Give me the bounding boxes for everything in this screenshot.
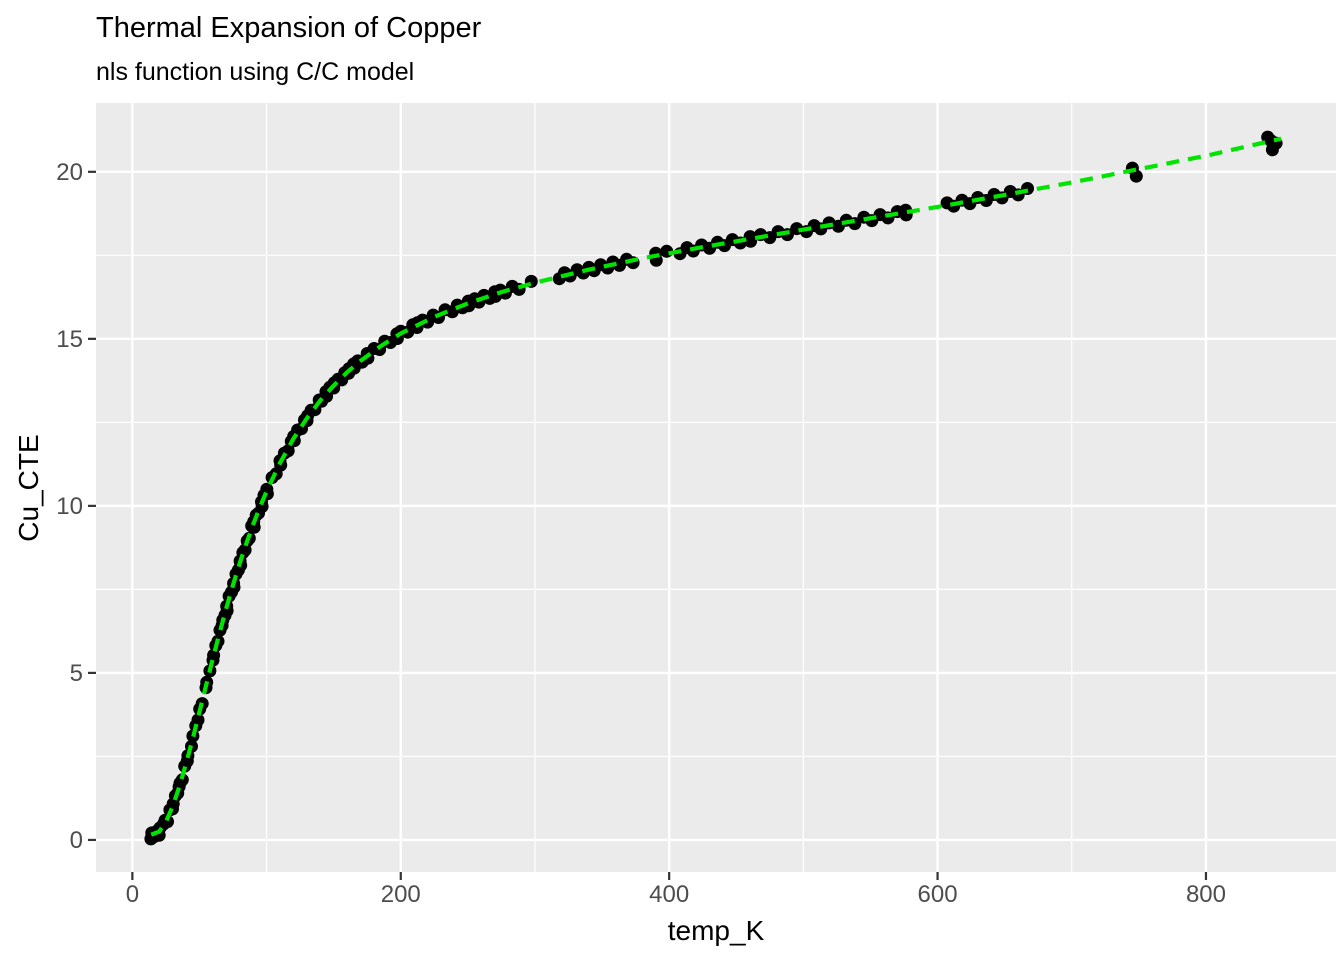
svg-text:0: 0 — [70, 827, 83, 854]
panel-background — [96, 103, 1336, 872]
svg-text:5: 5 — [70, 660, 83, 687]
svg-text:600: 600 — [918, 881, 958, 908]
svg-text:0: 0 — [126, 881, 139, 908]
chart-subtitle: nls function using C/C model — [96, 58, 415, 86]
chart-title: Thermal Expansion of Copper — [96, 12, 482, 44]
fit-line — [150, 136, 1282, 837]
x-axis-ticks: 0 200 400 600 800 — [126, 872, 1226, 908]
major-gridlines — [96, 103, 1336, 872]
svg-text:20: 20 — [56, 159, 83, 186]
svg-text:15: 15 — [56, 326, 83, 353]
y-axis-label: Cu_CTE — [13, 434, 44, 542]
svg-text:200: 200 — [381, 881, 421, 908]
x-axis-label: temp_K — [667, 915, 765, 946]
y-axis-ticks: 0 5 10 15 20 — [56, 159, 96, 854]
svg-text:10: 10 — [56, 493, 83, 520]
svg-text:400: 400 — [649, 881, 689, 908]
svg-text:800: 800 — [1186, 881, 1226, 908]
